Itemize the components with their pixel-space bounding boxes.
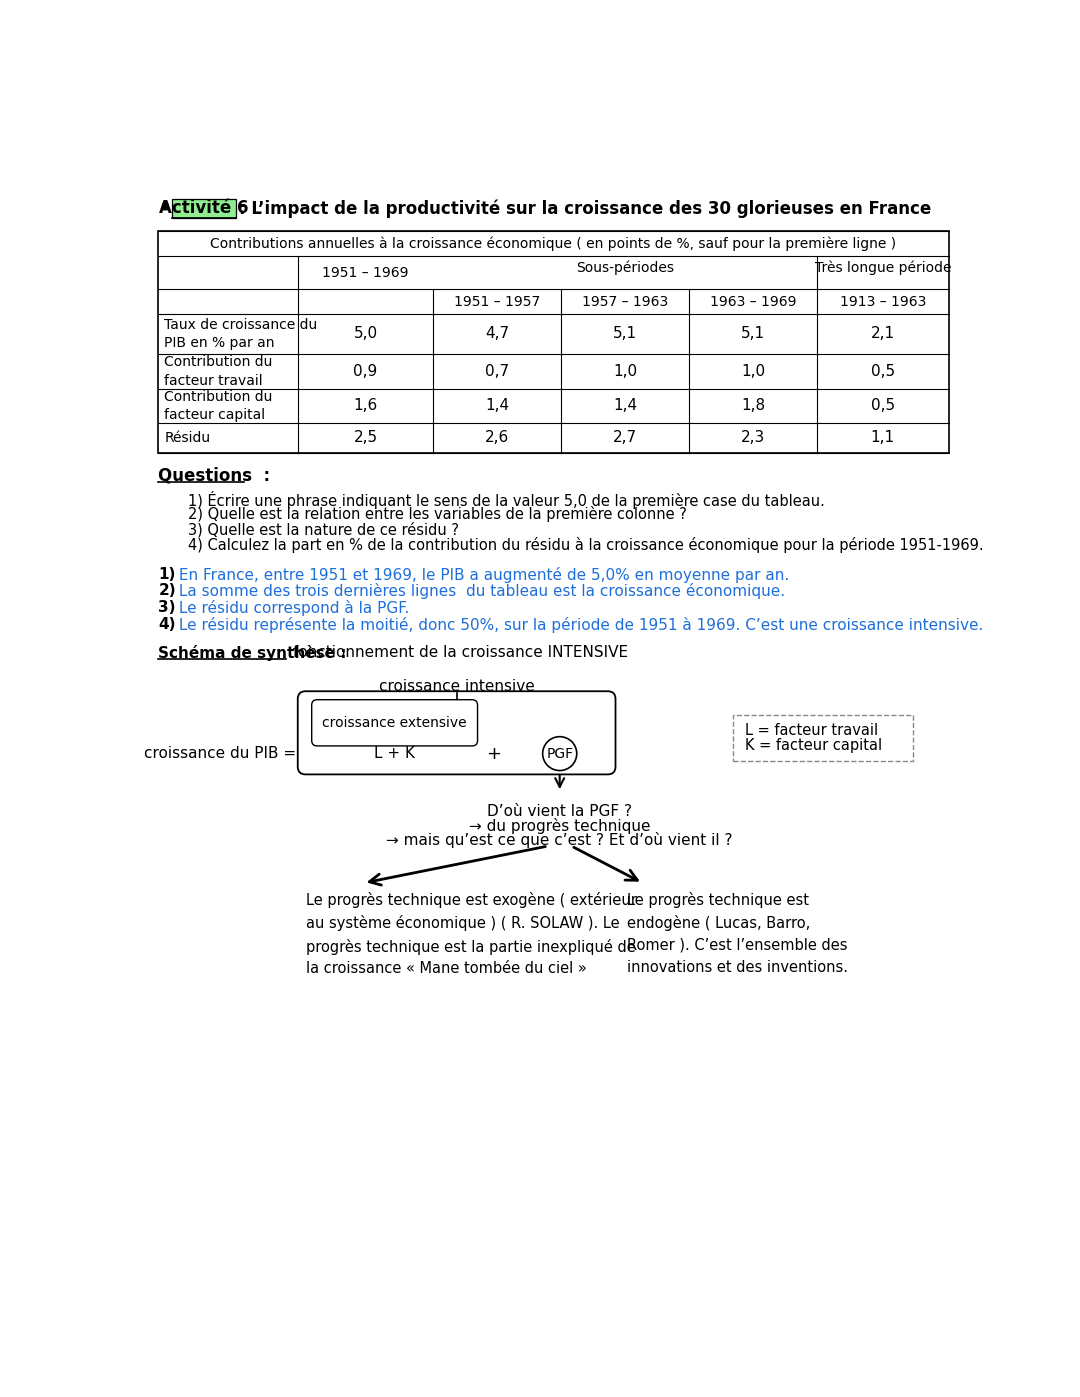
Text: 0,9: 0,9 <box>353 363 378 379</box>
Text: L = facteur travail: L = facteur travail <box>745 724 878 738</box>
Text: K = facteur capital: K = facteur capital <box>745 739 882 753</box>
Text: 0,7: 0,7 <box>485 363 510 379</box>
Text: Le résidu représente la moitié, donc 50%, sur la période de 1951 à 1969. C’est u: Le résidu représente la moitié, donc 50%… <box>174 617 983 633</box>
Text: 1,0: 1,0 <box>613 363 637 379</box>
Text: Le résidu correspond à la PGF.: Le résidu correspond à la PGF. <box>174 601 409 616</box>
Text: Activité 6: Activité 6 <box>159 200 248 218</box>
Text: 1951 – 1957: 1951 – 1957 <box>455 295 540 309</box>
Text: Le progrès technique est
endogène ( Lucas, Barro,
Romer ). C’est l’ensemble des
: Le progrès technique est endogène ( Luca… <box>627 893 848 975</box>
Text: 2,5: 2,5 <box>353 430 378 446</box>
Text: 1963 – 1969: 1963 – 1969 <box>710 295 796 309</box>
Text: 1,1: 1,1 <box>870 430 895 446</box>
Text: 2) Quelle est la relation entre les variables de la première colonne ?: 2) Quelle est la relation entre les vari… <box>188 507 687 522</box>
Text: 3): 3) <box>159 601 176 616</box>
Text: Taux de croissance du
PIB en % par an: Taux de croissance du PIB en % par an <box>164 317 318 351</box>
Text: croissance intensive: croissance intensive <box>379 679 535 694</box>
Text: 4,7: 4,7 <box>485 327 510 341</box>
Text: croissance du PIB =: croissance du PIB = <box>144 746 296 761</box>
Text: D’où vient la PGF ?: D’où vient la PGF ? <box>487 805 632 820</box>
Text: → mais qu’est ce que c’est ? Et d’où vient il ?: → mais qu’est ce que c’est ? Et d’où vie… <box>387 833 733 848</box>
Text: 3) Quelle est la nature de ce résidu ?: 3) Quelle est la nature de ce résidu ? <box>188 522 459 538</box>
Text: L + K: L + K <box>374 746 415 761</box>
Text: Contributions annuelles à la croissance économique ( en points de %, sauf pour l: Contributions annuelles à la croissance … <box>211 236 896 250</box>
FancyBboxPatch shape <box>298 692 616 774</box>
Text: 1,8: 1,8 <box>741 398 765 414</box>
Text: fonctionnement de la croissance INTENSIVE: fonctionnement de la croissance INTENSIV… <box>287 645 627 661</box>
Bar <box>159 231 948 453</box>
Text: La somme des trois dernières lignes  du tableau est la croissance économique.: La somme des trois dernières lignes du t… <box>174 584 785 599</box>
Text: 1,6: 1,6 <box>353 398 378 414</box>
Text: 1913 – 1963: 1913 – 1963 <box>839 295 926 309</box>
FancyBboxPatch shape <box>312 700 477 746</box>
Text: 1) Écrire une phrase indiquant le sens de la valeur 5,0 de la première case du t: 1) Écrire une phrase indiquant le sens d… <box>188 490 824 509</box>
Text: 2,7: 2,7 <box>613 430 637 446</box>
Text: 2,1: 2,1 <box>870 327 895 341</box>
Text: Contribution du
facteur capital: Contribution du facteur capital <box>164 390 273 422</box>
Text: 4) Calculez la part en % de la contribution du résidu à la croissance économique: 4) Calculez la part en % de la contribut… <box>188 538 983 553</box>
Text: •: • <box>159 198 171 217</box>
FancyBboxPatch shape <box>172 200 235 218</box>
Text: 1,0: 1,0 <box>741 363 765 379</box>
Text: 2,6: 2,6 <box>485 430 510 446</box>
Text: 1951 – 1969: 1951 – 1969 <box>322 265 409 279</box>
Text: 1,4: 1,4 <box>613 398 637 414</box>
Text: → du progrès technique: → du progrès technique <box>469 819 650 834</box>
Text: 1,4: 1,4 <box>485 398 510 414</box>
Text: Sous-périodes: Sous-périodes <box>577 261 674 275</box>
Circle shape <box>542 736 577 771</box>
Text: +: + <box>486 745 501 763</box>
Text: 4): 4) <box>159 617 176 633</box>
Text: Le progrès technique est exogène ( extérieur
au système économique ) ( R. SOLAW : Le progrès technique est exogène ( extér… <box>306 893 636 977</box>
Text: PGF: PGF <box>546 746 573 760</box>
Text: 2): 2) <box>159 584 176 598</box>
Text: Résidu: Résidu <box>164 430 211 444</box>
Text: En France, entre 1951 et 1969, le PIB a augmenté de 5,0% en moyenne par an.: En France, entre 1951 et 1969, le PIB a … <box>174 567 789 583</box>
Text: 2,3: 2,3 <box>741 430 766 446</box>
Text: croissance extensive: croissance extensive <box>322 715 467 729</box>
Text: Contribution du
facteur travail: Contribution du facteur travail <box>164 355 273 387</box>
FancyBboxPatch shape <box>732 715 913 761</box>
Text: 5,0: 5,0 <box>353 327 378 341</box>
Text: 0,5: 0,5 <box>870 398 895 414</box>
Text: 1): 1) <box>159 567 176 581</box>
Text: : L’impact de la productivité sur la croissance des 30 glorieuses en France: : L’impact de la productivité sur la cro… <box>239 200 931 218</box>
Text: Très longue période: Très longue période <box>814 261 951 275</box>
Text: Questions  :: Questions : <box>159 467 270 485</box>
Text: Schéma de synthèse :: Schéma de synthèse : <box>159 645 347 661</box>
Text: 5,1: 5,1 <box>613 327 637 341</box>
Text: 5,1: 5,1 <box>741 327 765 341</box>
Text: 0,5: 0,5 <box>870 363 895 379</box>
Text: 1957 – 1963: 1957 – 1963 <box>582 295 669 309</box>
